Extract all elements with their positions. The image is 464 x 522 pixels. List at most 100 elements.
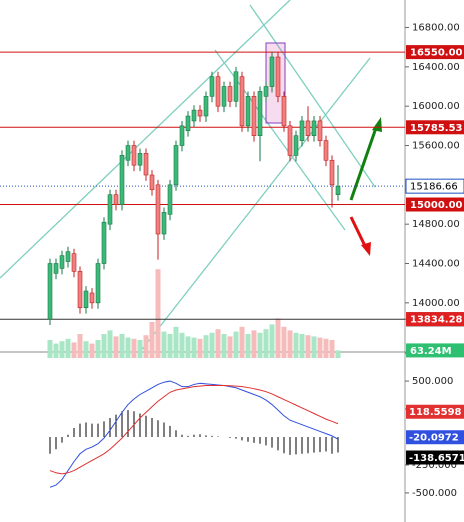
value-label: 15785.53	[410, 123, 463, 134]
volume-bar	[77, 334, 83, 358]
volume-bar	[281, 326, 287, 358]
volume-bar	[47, 340, 53, 358]
candle-body	[221, 86, 227, 107]
volume-bar	[161, 331, 167, 358]
candle-body	[305, 120, 311, 136]
volume-bar	[245, 334, 251, 358]
candle-body	[65, 251, 71, 262]
value-label: -20.0972	[409, 433, 459, 444]
candle-body	[335, 185, 341, 195]
volume-bar	[233, 331, 239, 358]
volume-bar	[203, 335, 209, 358]
candle-body	[113, 194, 119, 205]
candle-body	[317, 120, 323, 141]
macd-line	[49, 385, 339, 475]
value-label: 15000.00	[410, 200, 463, 211]
volume-bar	[113, 336, 119, 358]
volume-bar	[299, 334, 305, 358]
candle-body	[323, 140, 329, 161]
arrow	[349, 216, 368, 249]
candle-body	[137, 153, 143, 166]
candle-body	[233, 71, 239, 102]
candle-body	[209, 76, 215, 97]
volume-bar	[107, 330, 113, 358]
volume-bar	[167, 334, 173, 358]
value-box	[406, 404, 464, 419]
value-label: 118.5598	[409, 407, 462, 418]
candle-body	[47, 263, 53, 320]
volume-bar	[131, 338, 137, 358]
value-box	[406, 450, 464, 465]
arrow-head	[372, 117, 382, 132]
candle-body	[293, 135, 299, 156]
candle-body	[179, 125, 185, 146]
candle-body	[77, 271, 83, 309]
volume-bar	[191, 337, 197, 358]
candle-body	[161, 212, 167, 235]
candle-body	[71, 253, 77, 272]
candle-body	[299, 120, 305, 141]
volume-bar	[209, 332, 215, 358]
y-tick-label: 500.000	[412, 376, 453, 387]
value-label: 15186.66	[410, 182, 458, 193]
volume-bar	[305, 335, 311, 358]
y-tick-label: 14800.00	[412, 219, 460, 230]
candle-body	[143, 153, 149, 176]
volume-bar	[83, 341, 89, 358]
candle-body	[245, 96, 251, 127]
value-box	[406, 197, 464, 212]
candle-body	[155, 184, 161, 235]
volume-bar	[119, 334, 125, 358]
volume-bar	[59, 341, 65, 358]
volume-bar	[101, 334, 107, 358]
candle-body	[167, 184, 173, 215]
volume-bar	[239, 326, 245, 358]
volume-bar	[293, 332, 299, 358]
candle-body	[131, 145, 137, 166]
volume-bar	[221, 334, 227, 358]
value-label: 16550.00	[410, 48, 463, 59]
value-box	[406, 312, 464, 327]
value-box	[405, 178, 464, 194]
volume-bar	[155, 269, 161, 358]
candle-body	[287, 125, 293, 156]
candle-body	[263, 86, 269, 97]
value-box	[406, 343, 464, 358]
candle-body	[89, 292, 95, 304]
y-tick-label: 16400.00	[412, 62, 460, 73]
candle-body	[53, 263, 59, 274]
candle-body	[257, 91, 263, 136]
volume-bar	[287, 330, 293, 358]
trendline	[249, 4, 376, 188]
trendline	[0, 0, 291, 279]
volume-bar	[275, 318, 281, 358]
y-tick-label: -500.000	[412, 488, 457, 499]
volume-bar	[227, 336, 233, 358]
volume-bar	[215, 329, 221, 358]
volume-bar	[65, 338, 71, 358]
candle-body	[281, 96, 287, 127]
arrows	[349, 117, 382, 256]
candle-body	[119, 155, 125, 205]
candle-body	[185, 115, 191, 132]
y-tick-label: -250.000	[412, 460, 457, 471]
candle-body	[95, 263, 101, 304]
value-box	[406, 45, 464, 60]
candle-body	[269, 56, 275, 87]
macd-line	[49, 380, 339, 488]
candle-body	[197, 109, 203, 117]
candle-body	[275, 56, 281, 97]
value-label: 13834.28	[410, 315, 463, 326]
volume-bar	[311, 336, 317, 358]
candle-body	[59, 255, 65, 269]
value-box	[406, 430, 464, 445]
candle-body	[173, 145, 179, 186]
volume-bar	[179, 332, 185, 358]
candle-body	[149, 174, 155, 191]
candle-body	[215, 76, 221, 107]
volume-bar	[263, 329, 269, 358]
value-box	[406, 120, 464, 135]
volume-bar	[185, 336, 191, 358]
candle-body	[311, 120, 317, 136]
volume-bar	[173, 326, 179, 358]
